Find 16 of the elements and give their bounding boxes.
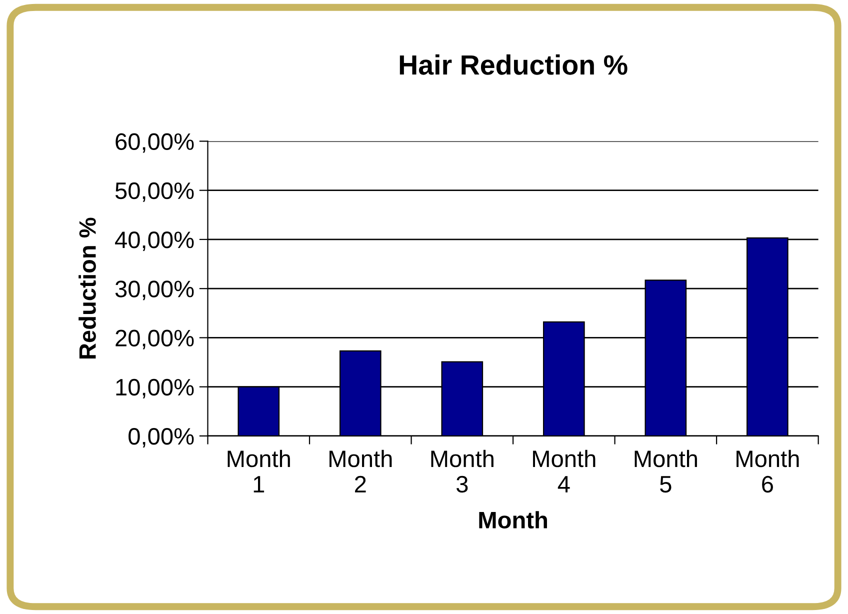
x-axis-title: Month bbox=[479, 511, 547, 529]
x-tick-label: Month 4 bbox=[533, 450, 596, 492]
x-tick-label: Month 2 bbox=[330, 450, 392, 492]
y-tick-label: 0,00% bbox=[128, 428, 194, 448]
y-tick-label: 50,00% bbox=[115, 182, 194, 202]
x-tick-label: Month 3 bbox=[431, 450, 494, 493]
y-tick-label: 20,00% bbox=[116, 330, 194, 350]
y-tick-label: 30,00% bbox=[115, 280, 194, 300]
x-tick-label: Month 5 bbox=[634, 450, 697, 493]
y-tick-label: 40,00% bbox=[115, 232, 194, 252]
y-axis-title: Reduction % bbox=[78, 218, 96, 358]
chart-title: Hair Reduction % bbox=[400, 54, 628, 75]
y-tick-label: 60,00% bbox=[116, 133, 194, 153]
x-tick-label: Month 1 bbox=[228, 450, 290, 492]
y-tick-label: 10,00% bbox=[116, 378, 194, 398]
x-tick-label: Month 6 bbox=[736, 450, 799, 493]
